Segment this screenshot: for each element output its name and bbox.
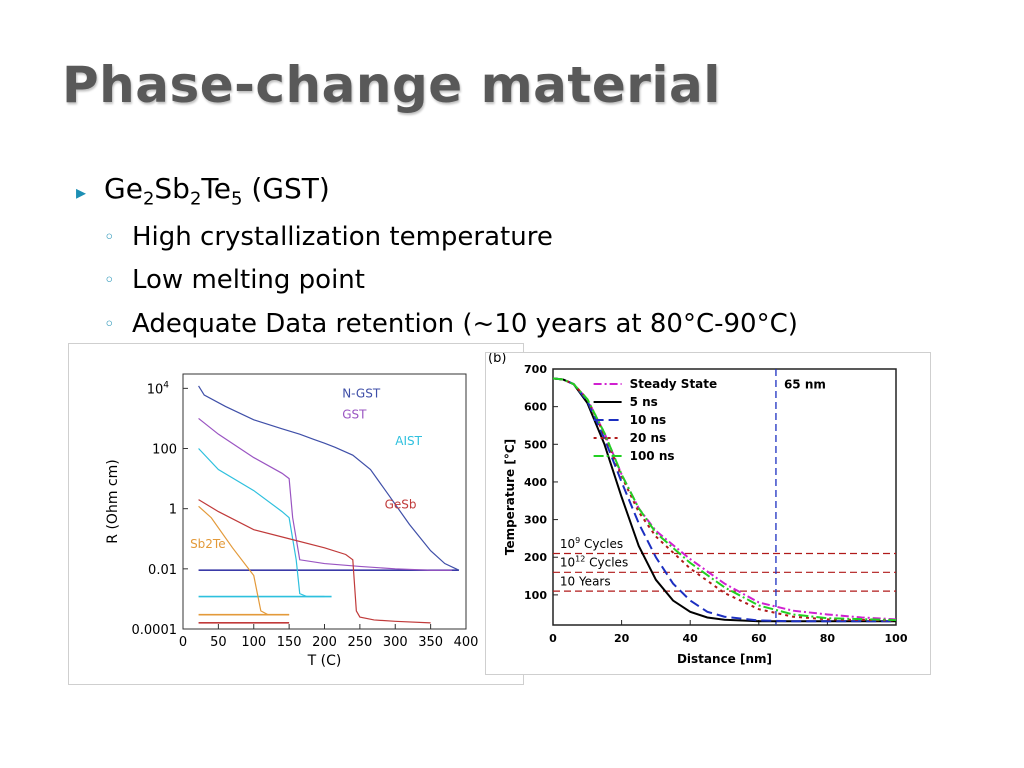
x-tick-label: 80	[820, 632, 836, 645]
x-tick-label: 0	[549, 632, 557, 645]
x-tick-label: 200	[312, 635, 337, 650]
series-line-gst	[198, 417, 452, 571]
series-line-20-ns	[552, 377, 897, 622]
x-tick-label: 300	[383, 635, 408, 650]
curve-label: Sb2Te	[190, 537, 226, 551]
y-tick-label: 0.01	[148, 563, 177, 578]
chart-a-panel: 0 50 100 150 200 250 300 350 400 104 100 1 0.01 0.000…	[68, 343, 524, 685]
x-tick-label: 100	[885, 632, 908, 645]
plot-frame	[182, 373, 467, 630]
threshold-annotation: 1012 Cycles	[560, 555, 628, 570]
series-line-sb2te	[198, 505, 290, 616]
legend-label: 5 ns	[630, 395, 658, 409]
y-axis-label: Temperature [°C]	[503, 439, 517, 555]
legend-label: 10 ns	[630, 413, 667, 427]
legend-label: Steady State	[630, 377, 718, 391]
y-tick-label: 300	[524, 514, 547, 527]
x-tick-label: 40	[683, 632, 699, 645]
y-tick-label: 0.0001	[132, 623, 178, 638]
curve-label: GeSb	[385, 498, 417, 512]
y-tick-label: 200	[524, 551, 547, 564]
circle-bullet-icon: ◦	[104, 314, 115, 335]
legend-label: 100 ns	[630, 449, 675, 463]
circle-bullet-icon: ◦	[104, 227, 115, 248]
y-tick-label: 100	[152, 443, 177, 458]
y-tick-label: 600	[524, 401, 547, 414]
y-tick-label: 100	[524, 589, 547, 602]
series-line-aist	[198, 448, 325, 598]
chart-b-panel: (b) 0 20 40 60 80 100 100 200 300 400 500 600 700 Dist…	[485, 351, 931, 675]
x-tick-label: 150	[277, 635, 302, 650]
curve-label: N-GST	[342, 386, 381, 400]
bullet-gst-text: Ge2Sb2Te5 (GST)	[104, 172, 330, 210]
curve-label: GST	[342, 407, 367, 421]
y-tick-label: 500	[524, 438, 547, 451]
curve-label: AIST	[395, 434, 422, 448]
x-tick-label: 250	[347, 635, 372, 650]
y-tick-label: 700	[524, 363, 547, 376]
slide-title: Phase-change material	[62, 56, 721, 114]
resistance-chart: 0 50 100 150 200 250 300 350 400 104 100 1 0.01 0.000…	[105, 373, 479, 669]
x-tick-label: 50	[210, 635, 227, 650]
sub-bullet-text: Low melting point	[132, 265, 365, 295]
x-tick-label: 20	[614, 632, 630, 645]
x-tick-label: 100	[241, 635, 266, 650]
sub-bullet-text: Adequate Data retention (~10 years at 80…	[132, 309, 798, 339]
x-tick-label: 400	[454, 635, 479, 650]
series-line-100-ns	[552, 377, 897, 622]
x-tick-label: 0	[179, 635, 187, 650]
triangle-bullet-icon: ▸	[76, 180, 87, 204]
y-axis-label: R (Ohm cm)	[105, 459, 121, 543]
circle-bullet-icon: ◦	[104, 270, 115, 291]
y-tick-label: 1	[169, 503, 177, 518]
sub-bullet-text: High crystallization temperature	[132, 222, 553, 252]
legend-label: 20 ns	[630, 431, 667, 445]
x-tick-label: 350	[418, 635, 443, 650]
x-axis-label: T (C)	[307, 653, 342, 669]
panel-label: (b)	[488, 353, 506, 366]
threshold-annotation: 10 Years	[560, 574, 611, 588]
threshold-annotation: 109 Cycles	[560, 536, 623, 551]
x-tick-label: 60	[751, 632, 767, 645]
y-tick-label: 104	[147, 380, 170, 397]
series-line-n-gst	[198, 385, 460, 571]
series-line-gesb	[198, 499, 431, 624]
x-axis-label: Distance [nm]	[677, 652, 772, 666]
plot-frame	[552, 368, 897, 626]
temperature-chart: (b) 0 20 40 60 80 100 100 200 300 400 500 600 700 Dist…	[488, 351, 908, 666]
vline-label: 65 nm	[784, 378, 826, 392]
series-line-10-ns	[552, 377, 896, 623]
y-tick-label: 400	[524, 476, 547, 489]
